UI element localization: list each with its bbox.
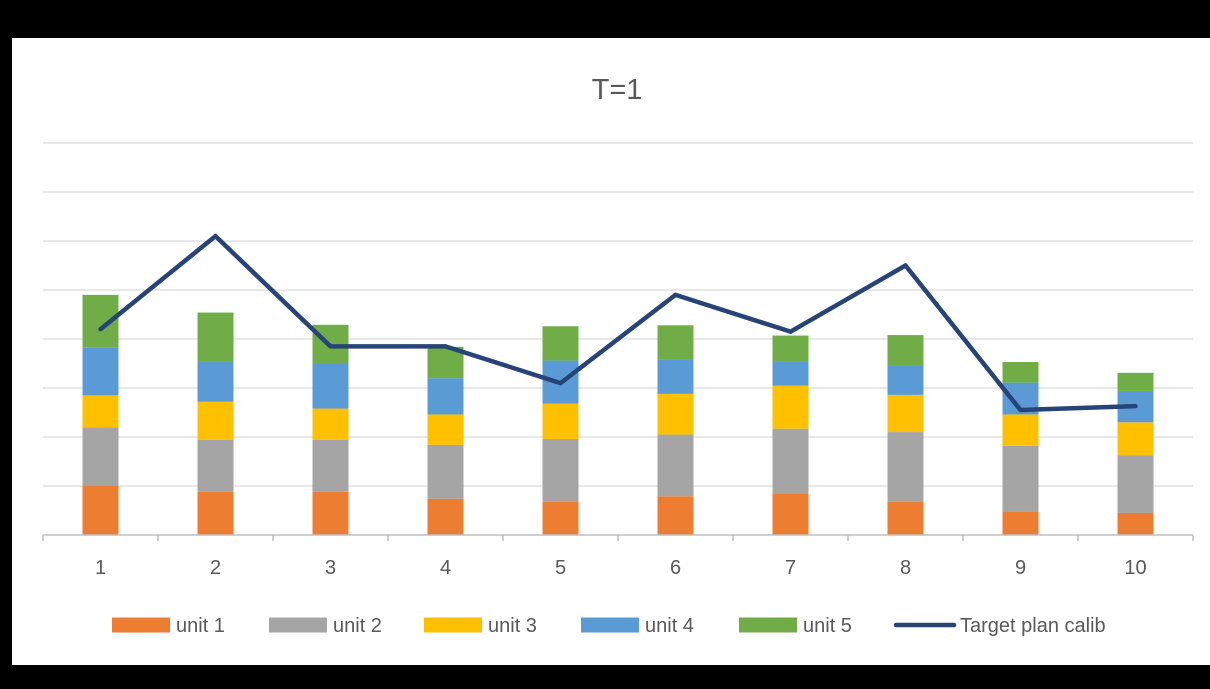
bar-unit-1-cat-8 [887,501,924,535]
bar-unit-4-cat-3 [312,363,349,409]
target-point-6 [673,292,678,298]
legend-swatch-unit-3 [424,617,482,633]
x-axis [42,534,1194,541]
bar-unit-1-cat-1 [82,486,119,535]
bar-unit-3-cat-3 [312,408,349,440]
bar-unit-2-cat-3 [312,439,349,492]
legend-swatch-unit-4 [581,617,639,633]
legend-swatch-unit-1 [112,617,170,633]
bar-unit-3-cat-8 [887,394,924,433]
x-tick-label-8: 8 [900,557,911,579]
target-point-1 [98,327,103,332]
target-point-9 [1018,407,1023,413]
target-point-2 [213,233,218,239]
x-tick-labels: 1 2 3 4 5 6 7 8 9 10 [95,557,1147,579]
x-tick-label-6: 6 [670,557,681,579]
bar-unit-3-cat-1 [82,395,119,428]
bar-unit-5-cat-6 [657,325,694,360]
bar-unit-2-cat-10 [1117,455,1154,513]
bar-unit-5-cat-8 [887,335,924,366]
legend-label-unit-2: unit 2 [333,615,382,637]
bar-unit-3-cat-5 [542,403,579,439]
bar-unit-5-cat-2 [197,312,234,362]
bar-unit-4-cat-6 [657,359,694,394]
x-tick-label-9: 9 [1015,557,1026,579]
x-tick-label-7: 7 [785,557,796,579]
bar-unit-1-cat-10 [1117,512,1154,535]
bar-unit-2-cat-7 [772,428,809,494]
target-point-3 [328,344,333,349]
legend-label-unit-5: unit 5 [803,615,852,637]
x-tick-label-1: 1 [95,557,106,579]
chart-title: T=1 [592,74,643,106]
bar-unit-2-cat-2 [197,439,234,492]
legend-label-unit-3: unit 3 [488,615,537,637]
bar-unit-1-cat-7 [772,493,809,535]
bars [82,294,1154,535]
bar-unit-2-cat-5 [542,438,579,502]
legend-label-unit-4: unit 4 [645,615,694,637]
legend: unit 1 unit 2 unit 3 unit 4 unit 5 Target pla… [112,615,1106,637]
x-tick-label-10: 10 [1124,557,1146,579]
target-plan-calib-line [99,233,1136,413]
bar-unit-1-cat-2 [197,491,234,535]
x-tick-label-5: 5 [555,557,566,579]
bar-unit-2-cat-6 [657,434,694,497]
bar-unit-3-cat-4 [427,414,464,445]
target-point-8 [903,263,908,268]
gridlines [43,142,1193,487]
chart-panel: T=1 1 2 3 4 5 6 7 8 9 10 unit 1 unit 2 unit 3 unit 4… [12,38,1210,665]
bar-unit-2-cat-4 [427,444,464,499]
target-point-5 [558,380,563,386]
bar-unit-4-cat-8 [887,365,924,395]
target-point-4 [443,344,448,349]
target-point-10 [1133,403,1138,409]
bar-unit-4-cat-7 [772,361,809,386]
bar-unit-5-cat-10 [1117,372,1154,391]
target-point-7 [788,329,793,334]
bar-unit-3-cat-6 [657,393,694,435]
bar-unit-3-cat-7 [772,385,809,429]
x-tick-label-3: 3 [325,557,336,579]
bar-unit-2-cat-9 [1002,445,1039,512]
bar-unit-4-cat-1 [82,347,119,396]
stacked-bar-chart: T=1 1 2 3 4 5 6 7 8 9 10 unit 1 unit 2 unit 3 unit 4… [42,74,1194,637]
bar-unit-2-cat-8 [887,432,924,502]
bar-unit-1-cat-9 [1002,511,1039,535]
bar-unit-5-cat-7 [772,335,809,362]
bar-unit-3-cat-10 [1117,422,1154,456]
bar-unit-4-cat-4 [427,378,464,415]
legend-label-target: Target plan calib [960,615,1106,637]
legend-swatch-unit-2 [269,617,327,633]
x-tick-label-4: 4 [440,557,451,579]
bar-unit-5-cat-5 [542,326,579,361]
bar-unit-1-cat-3 [312,491,349,535]
bar-unit-1-cat-6 [657,496,694,535]
legend-label-unit-1: unit 1 [176,615,225,637]
x-tick-label-2: 2 [210,557,221,579]
bar-unit-3-cat-9 [1002,414,1039,446]
bar-unit-2-cat-1 [82,427,119,486]
bar-unit-5-cat-9 [1002,362,1039,383]
target-line [98,233,1138,413]
bar-unit-4-cat-2 [197,361,234,402]
legend-swatch-unit-5 [739,617,797,633]
bar-unit-1-cat-5 [542,501,579,535]
bar-unit-3-cat-2 [197,401,234,440]
bar-unit-1-cat-4 [427,498,464,535]
